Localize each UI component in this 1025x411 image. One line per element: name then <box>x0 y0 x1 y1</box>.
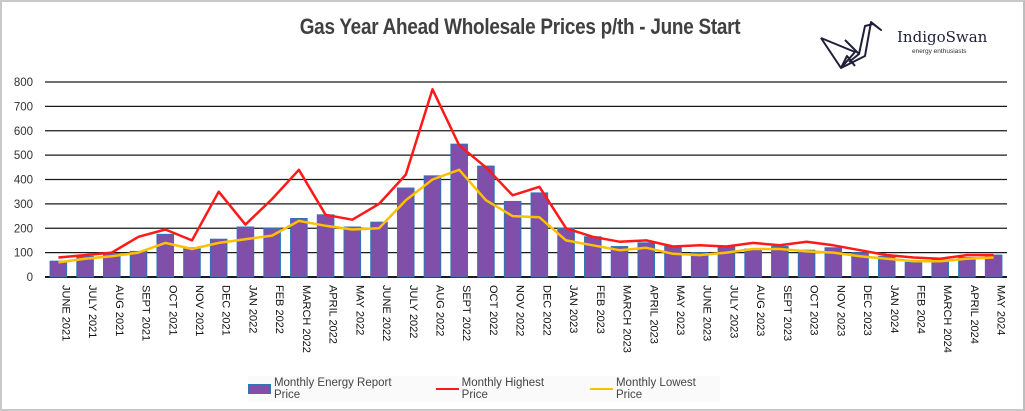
bar <box>690 252 709 278</box>
bar <box>129 250 148 278</box>
x-tick-label: OCT 2021 <box>166 285 178 336</box>
x-tick-label: JUNE 2022 <box>380 285 392 341</box>
bar <box>744 248 762 278</box>
bar <box>236 226 255 278</box>
bar <box>530 192 549 278</box>
legend-label: Monthly Energy Report Price <box>273 377 392 401</box>
x-tick-label: JAN 2024 <box>888 285 900 333</box>
x-tick-label: JAN 2023 <box>567 285 579 333</box>
bar <box>771 246 789 278</box>
y-tick-label: 700 <box>14 101 33 113</box>
legend-label: Monthly Lowest Price <box>615 377 696 401</box>
x-tick-label: JAN 2022 <box>246 285 258 333</box>
y-tick-label: 800 <box>14 77 33 89</box>
x-tick-label: AUG 2023 <box>754 285 766 336</box>
x-tick-label: FEB 2022 <box>273 285 285 334</box>
bar <box>183 247 201 278</box>
x-tick-label: AUG 2021 <box>113 285 125 336</box>
bar-series <box>49 143 1003 278</box>
x-tick-label: OCT 2023 <box>808 285 820 336</box>
x-tick-label: JULY 2022 <box>407 285 419 338</box>
bar <box>824 247 843 278</box>
x-tick-label: OCT 2022 <box>487 285 499 336</box>
bar <box>637 242 656 278</box>
bar <box>209 238 228 278</box>
legend: Monthly Energy Report Price Monthly High… <box>248 376 720 402</box>
legend-label: Monthly Highest Price <box>461 377 545 401</box>
bar <box>370 221 388 278</box>
x-tick-label: APRIL 2024 <box>968 285 980 344</box>
indigoswan-logo: IndigoSwan energy enthusiasts <box>815 14 1015 74</box>
x-tick-label: NOV 2023 <box>834 285 846 336</box>
x-tick-label: NOV 2022 <box>514 285 526 336</box>
x-tick-label: NOV 2021 <box>193 285 205 336</box>
legend-swatch-low-line <box>590 388 613 390</box>
bar <box>156 233 175 278</box>
x-tick-label: MAY 2024 <box>995 285 1007 335</box>
bar <box>263 227 281 278</box>
bar <box>477 165 495 278</box>
x-tick-label: APRIL 2023 <box>647 285 659 344</box>
x-tick-label: DEC 2023 <box>861 285 873 336</box>
gridlines <box>45 81 1007 278</box>
y-tick-label: 400 <box>14 175 33 187</box>
y-tick-label: 100 <box>14 248 33 260</box>
legend-swatch-high-line <box>435 388 459 390</box>
x-tick-label: MAY 2022 <box>353 285 365 335</box>
legend-swatch-bar <box>248 384 271 394</box>
x-tick-label: MARCH 2023 <box>621 285 633 353</box>
x-tick-label: JUNE 2023 <box>701 285 713 341</box>
x-tick-label: FEB 2024 <box>914 285 926 334</box>
logo-name: IndigoSwan <box>897 28 988 46</box>
low-price-line <box>58 168 994 264</box>
bar <box>49 260 68 278</box>
bar <box>396 187 415 278</box>
y-tick-label: 200 <box>14 223 33 235</box>
y-tick-label: 300 <box>14 199 33 211</box>
bar <box>423 175 442 278</box>
y-tick-label: 600 <box>14 126 33 138</box>
x-tick-label: JUNE 2021 <box>59 285 71 341</box>
x-tick-label: DEC 2021 <box>220 285 232 336</box>
y-tick-label: 500 <box>14 150 33 162</box>
x-tick-label: SEPT 2021 <box>140 285 152 341</box>
chart-area: 0 100 200 300 400 500 600 700 800 JUNE 2021 JULY … <box>14 77 1007 353</box>
legend-item-highest: Monthly Highest Price <box>435 377 568 401</box>
bar <box>450 143 468 278</box>
bar <box>851 252 869 278</box>
y-tick-label: 0 <box>27 272 33 284</box>
bar <box>931 259 949 278</box>
x-tick-label: JULY 2023 <box>727 285 739 338</box>
swan-logo-icon <box>820 21 882 69</box>
y-axis-ticks: 0 100 200 300 400 500 600 700 800 <box>14 77 33 284</box>
x-tick-label: DEC 2022 <box>540 285 552 336</box>
x-tick-label: MAY 2023 <box>674 285 686 335</box>
chart-title: Gas Year Ahead Wholesale Prices p/th - J… <box>299 14 741 39</box>
x-tick-label: MARCH 2022 <box>300 285 312 353</box>
x-tick-label: SEPT 2022 <box>460 285 472 341</box>
x-tick-label: APRIL 2022 <box>327 285 339 344</box>
bar <box>584 236 602 278</box>
legend-item-report: Monthly Energy Report Price <box>248 377 414 401</box>
logo-tagline: energy enthusiasts <box>912 48 967 55</box>
x-tick-label: JULY 2021 <box>86 285 98 338</box>
bar <box>797 249 816 278</box>
x-axis-ticks: JUNE 2021 JULY 2021 AUG 2021 SEPT 2021 OCT 2… <box>59 285 1006 353</box>
legend-item-lowest: Monthly Lowest Price <box>590 377 720 401</box>
bar <box>503 200 522 278</box>
bar <box>343 226 362 278</box>
x-tick-label: MARCH 2024 <box>941 285 953 353</box>
bar <box>664 246 682 278</box>
bar <box>610 246 629 278</box>
x-tick-label: FEB 2023 <box>594 285 606 334</box>
line-series <box>58 88 994 264</box>
high-price-line <box>58 88 994 260</box>
bar <box>904 261 923 278</box>
bar <box>290 218 308 278</box>
x-tick-label: SEPT 2023 <box>781 285 793 341</box>
x-tick-label: AUG 2022 <box>433 285 445 336</box>
